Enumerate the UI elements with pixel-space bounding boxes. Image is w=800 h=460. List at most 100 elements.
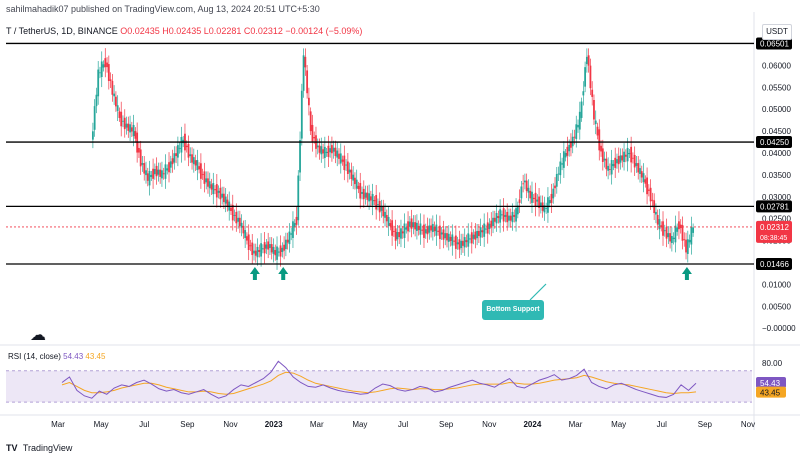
candle-body: [169, 161, 172, 168]
ohlc-values: O0.02435 H0.02435 L0.02281 C0.02312 −0.0…: [120, 26, 363, 36]
candle-body: [495, 212, 498, 224]
candle-body: [366, 192, 369, 200]
candle-body: [281, 247, 284, 252]
candle-body: [313, 137, 316, 139]
callout-pointer: [529, 283, 547, 301]
candle-body: [440, 232, 443, 235]
x-tick-label: Mar: [310, 420, 324, 429]
current-price-bg: [756, 220, 792, 243]
candle-body: [481, 230, 484, 233]
candle-body: [678, 221, 680, 230]
candle-body: [688, 239, 691, 243]
candle-body: [538, 196, 540, 208]
candle-body: [164, 164, 167, 179]
candle-body: [270, 244, 273, 253]
candle-body: [619, 155, 622, 163]
candle-body: [598, 129, 601, 151]
lightbulb-icon[interactable]: ☁: [30, 327, 46, 344]
candle-body: [655, 211, 657, 215]
candle-body: [405, 227, 408, 230]
level-label-bg: [756, 37, 792, 50]
candle-body: [180, 137, 183, 153]
candle-body: [407, 221, 409, 232]
x-tick-label: Sep: [180, 420, 195, 429]
y-tick-label: 0.03500: [762, 171, 791, 180]
candle-body: [129, 124, 131, 133]
candle-body: [614, 157, 617, 168]
candle-body: [465, 240, 468, 243]
candle-body: [531, 191, 533, 203]
candle-body: [591, 89, 594, 97]
candle-body: [348, 169, 351, 173]
candle-body: [401, 231, 404, 234]
candle-body: [122, 120, 124, 122]
candle-body: [646, 177, 648, 195]
bottom-support-callout: Bottom Support: [482, 300, 544, 320]
candle-body: [396, 232, 399, 240]
candle-body: [152, 168, 154, 179]
candle-body: [534, 192, 537, 207]
candle-body: [194, 160, 197, 166]
candle-body: [649, 187, 652, 202]
candle-body: [667, 233, 670, 238]
candle-body: [692, 227, 695, 233]
rsi-ma-value-label: 43.45: [760, 389, 781, 398]
candle-body: [389, 223, 392, 227]
unit-selector[interactable]: USDT: [762, 24, 792, 40]
candle-body: [525, 180, 528, 192]
x-tick-label: Sep: [439, 420, 454, 429]
candle-body: [292, 221, 294, 238]
candle-body: [375, 195, 378, 210]
candle-body: [246, 236, 248, 241]
candle-body: [187, 144, 190, 158]
y-tick-label: 0.00500: [762, 302, 791, 311]
candle-body: [238, 217, 241, 227]
candle-body: [240, 222, 243, 228]
candle-body: [106, 62, 108, 68]
candle-body: [504, 214, 507, 217]
candle-body: [274, 250, 277, 256]
candle-body: [299, 140, 301, 173]
candle-body: [456, 242, 459, 245]
candle-body: [304, 56, 307, 68]
tradingview-logo[interactable]: TV TradingView: [6, 443, 72, 453]
candle-body: [414, 222, 417, 230]
candle-body: [621, 155, 624, 161]
candle-body: [382, 206, 385, 217]
candle-body: [601, 148, 604, 162]
candle-body: [479, 227, 482, 238]
candle-body: [400, 228, 402, 239]
candle-body: [632, 157, 634, 159]
candle-body: [162, 173, 165, 175]
candle-body: [522, 183, 525, 185]
candle-body: [444, 233, 447, 239]
candle-body: [385, 214, 388, 222]
candle-body: [244, 230, 247, 238]
candle-body: [518, 199, 521, 203]
candle-body: [686, 239, 689, 254]
candle-body: [107, 64, 110, 81]
candle-body: [345, 164, 347, 166]
candle-body: [417, 225, 420, 231]
level-label: 0.02781: [760, 202, 789, 211]
candle-body: [141, 163, 144, 165]
rsi-ma-line: [61, 371, 697, 395]
x-tick-label: Jul: [657, 420, 667, 429]
candle-body: [578, 111, 581, 130]
candle-body: [247, 234, 250, 250]
y-tick-label: −0.00000: [762, 324, 796, 333]
candle-body: [95, 94, 98, 107]
candle-body: [485, 228, 487, 230]
candle-body: [318, 145, 321, 153]
candle-body: [320, 146, 323, 155]
candle-body: [477, 230, 480, 236]
candle-body: [143, 163, 146, 174]
candle-body: [369, 196, 372, 201]
candle-body: [253, 250, 255, 254]
candle-body: [191, 154, 193, 163]
up-arrow-icon: [278, 266, 289, 280]
candle-body: [419, 223, 422, 235]
candle-body: [311, 124, 314, 142]
symbol-header[interactable]: T / TetherUS, 1D, BINANCE O0.02435 H0.02…: [6, 26, 362, 36]
rsi-legend[interactable]: RSI (14, close) 54.43 43.45: [8, 352, 105, 361]
